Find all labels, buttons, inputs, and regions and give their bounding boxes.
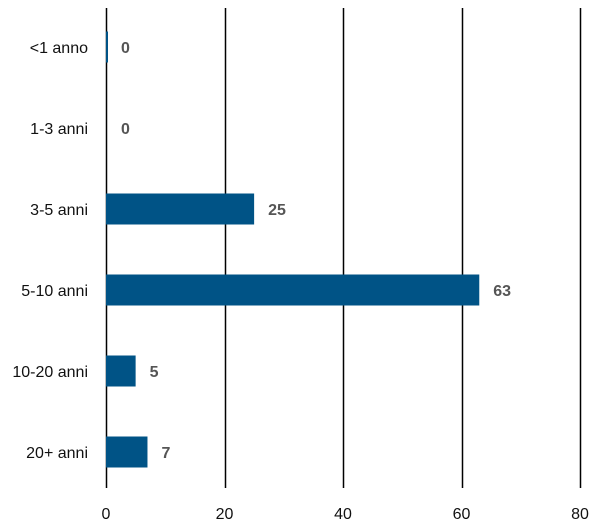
- category-label-6: 20+ anni: [26, 445, 88, 462]
- bars: [106, 31, 480, 468]
- x-tick-label-60: 60: [453, 506, 471, 523]
- bar-6: [106, 436, 148, 468]
- x-tick-label-80: 80: [571, 506, 589, 523]
- x-tick-label-20: 20: [216, 506, 234, 523]
- value-label-5: 5: [150, 364, 159, 381]
- category-label-5: 10-20 anni: [12, 364, 88, 381]
- x-tick-label-0: 0: [102, 506, 111, 523]
- category-label-1: <1 anno: [30, 40, 88, 57]
- value-label-6: 7: [161, 445, 170, 462]
- bar-1: [106, 31, 108, 63]
- value-label-1: 0: [121, 40, 130, 57]
- value-label-4: 63: [493, 283, 511, 300]
- value-label-3: 25: [268, 202, 286, 219]
- category-labels: <1 anno 1-3 anni 3-5 anni 5-10 anni 10-20 an…: [12, 40, 88, 462]
- value-label-2: 0: [121, 121, 130, 138]
- bar-4: [106, 274, 480, 306]
- bar-3: [106, 193, 255, 225]
- category-label-2: 1-3 anni: [30, 121, 88, 138]
- value-labels: 0 0 25 63 5 7: [121, 40, 511, 462]
- category-label-3: 3-5 anni: [30, 202, 88, 219]
- bar-5: [106, 355, 136, 387]
- gridlines: [105, 8, 582, 488]
- x-tick-labels: 0 20 40 60 80: [102, 506, 589, 523]
- category-label-4: 5-10 anni: [21, 283, 88, 300]
- x-tick-label-40: 40: [334, 506, 352, 523]
